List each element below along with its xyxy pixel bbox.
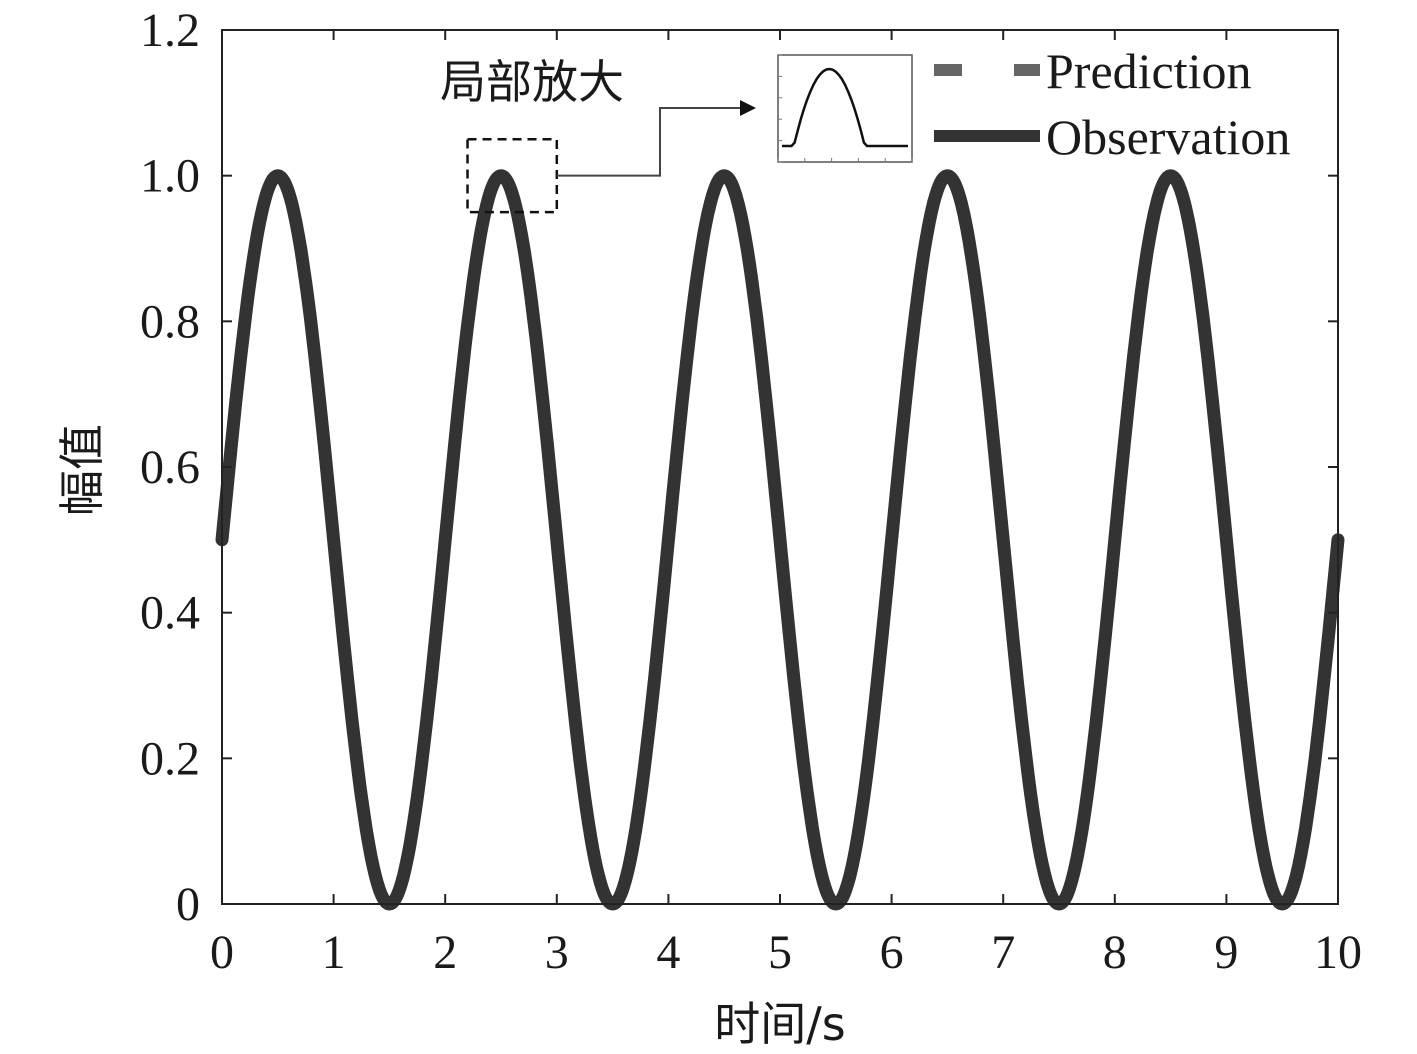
zoom-inset	[466, 54, 913, 214]
legend-label-observation: Observation	[1046, 109, 1290, 165]
x-tick-label: 4	[656, 926, 680, 979]
y-tick-label: 1.2	[140, 4, 200, 57]
zoom-inset-curve	[782, 67, 908, 148]
y-axis-title: 幅值	[55, 424, 109, 516]
x-tick-label: 7	[991, 926, 1015, 979]
zoom-inset-frame	[777, 54, 913, 163]
zoom-connector-arrow	[740, 100, 756, 116]
series-line-observation	[215, 169, 1345, 911]
x-tick-label: 3	[545, 926, 569, 979]
annotation-label: 局部放大	[440, 55, 624, 109]
x-tick-label: 1	[322, 926, 346, 979]
x-tick-label: 9	[1214, 926, 1238, 979]
x-tick-label: 5	[768, 926, 792, 979]
legend: Prediction Observation	[934, 43, 1290, 165]
x-tick-label: 8	[1103, 926, 1127, 979]
y-tick-label: 0	[176, 878, 200, 931]
y-tick-label: 0.4	[140, 587, 200, 640]
x-tick-label: 0	[210, 926, 234, 979]
x-tick-label: 2	[433, 926, 457, 979]
y-tick-label: 1.0	[140, 150, 200, 203]
x-axis-title: 时间/s	[714, 997, 845, 1051]
x-tick-label: 6	[880, 926, 904, 979]
y-tick-label: 0.8	[140, 295, 200, 348]
axes-layer: 0 1 2 3 4 5 6 7 8 9 10 0 0.2 0.4 0.6 0.8 1.0 1.2	[140, 4, 1362, 979]
y-tick-label: 0.6	[140, 441, 200, 494]
zoom-connector-line	[556, 107, 742, 177]
x-tick-label: 10	[1314, 926, 1362, 979]
legend-label-prediction: Prediction	[1046, 43, 1252, 99]
y-tick-label: 0.2	[140, 732, 200, 785]
plot-layer	[215, 169, 1345, 911]
